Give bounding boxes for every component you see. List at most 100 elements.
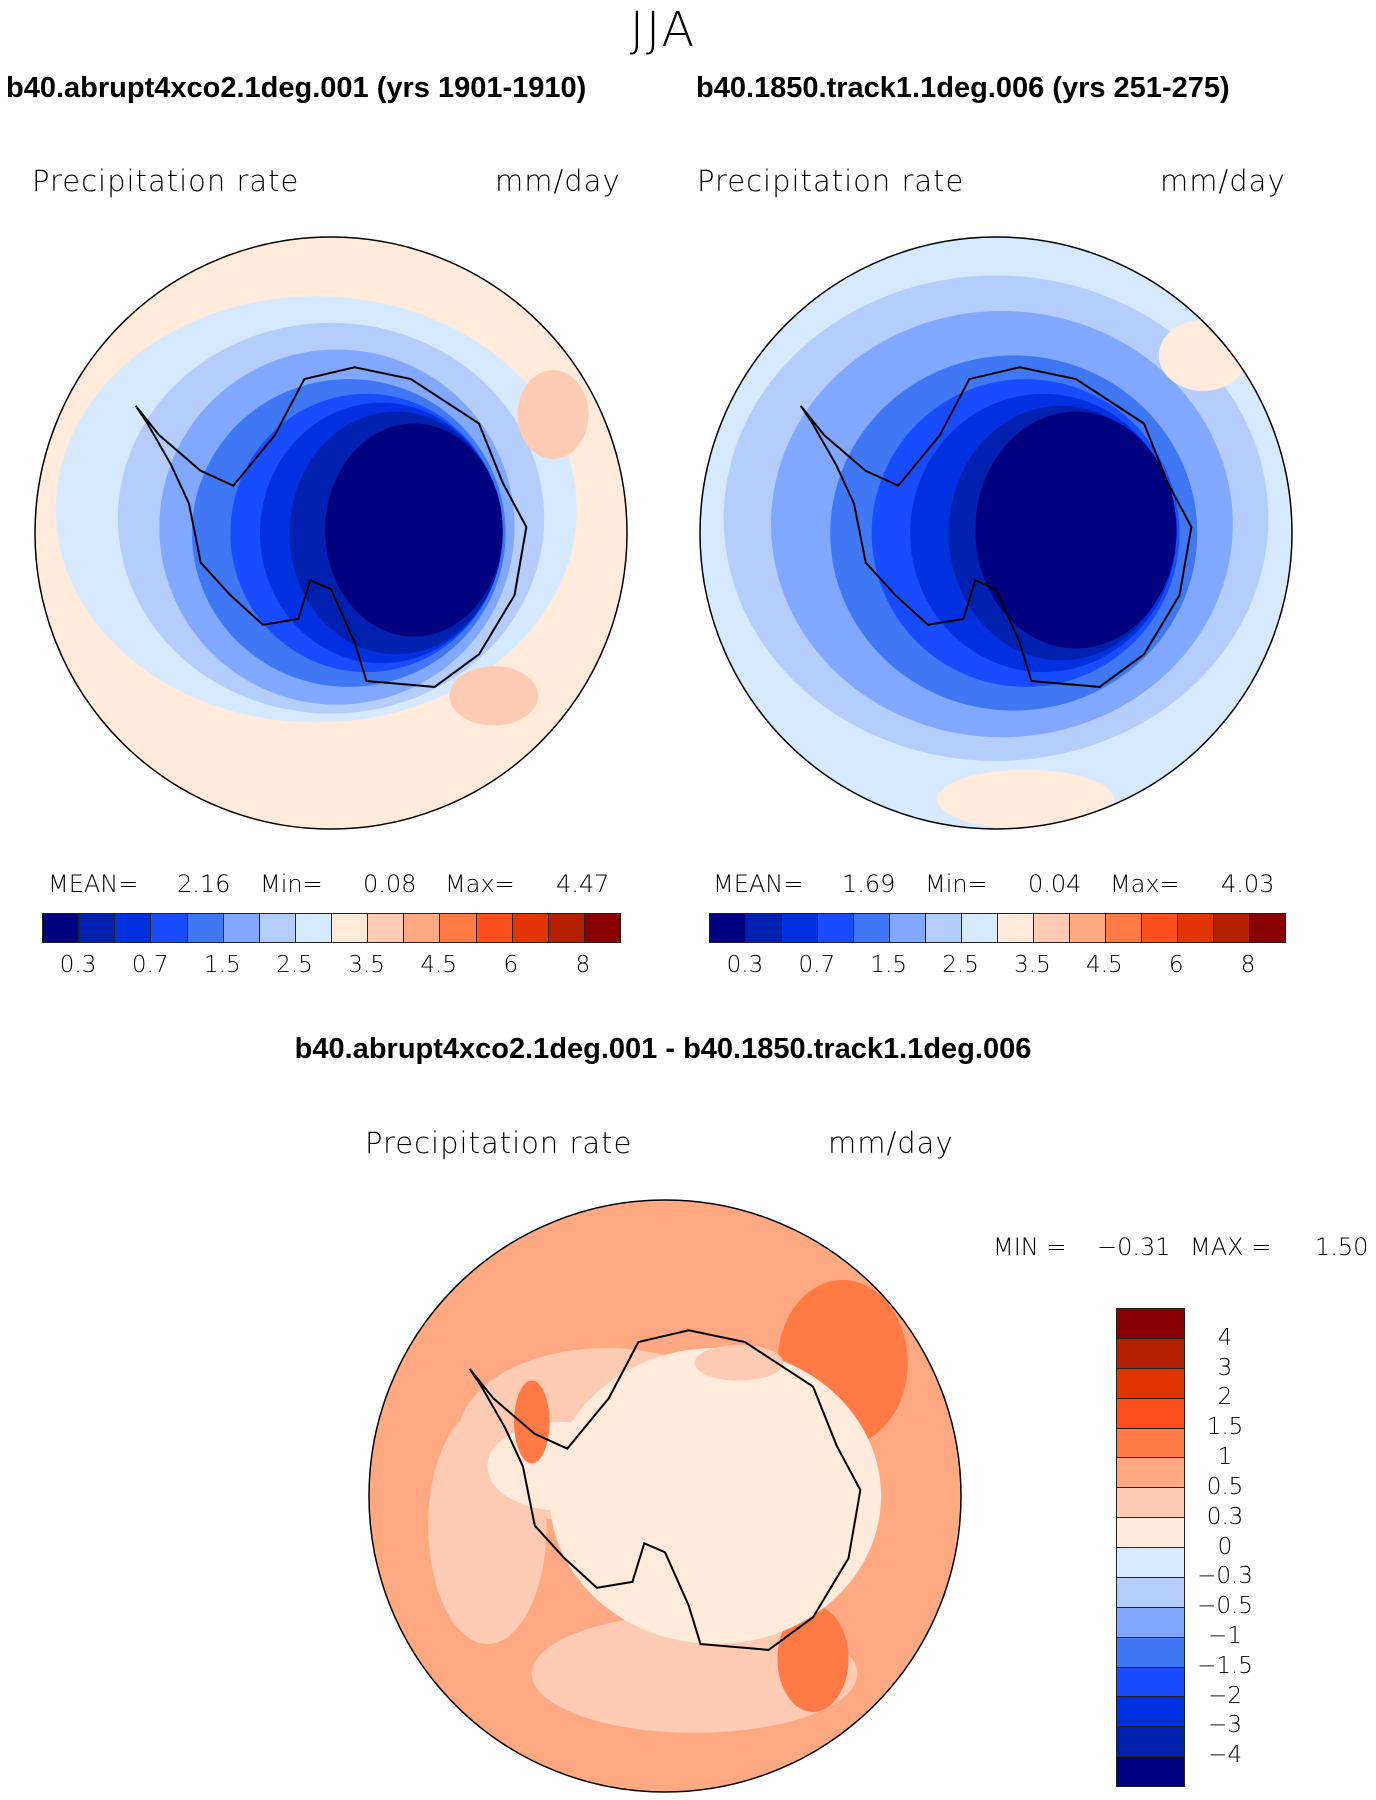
precip-contour-region xyxy=(1158,319,1248,391)
colorbar-tick-label: 4 xyxy=(1217,1324,1233,1351)
colorbar-swatch xyxy=(1178,914,1214,942)
precip-contour-region xyxy=(514,1380,550,1464)
colorbar-swatch xyxy=(818,914,854,942)
diff-min-value: −0.31 xyxy=(1097,1233,1171,1261)
difference-polar-map xyxy=(368,1199,962,1793)
map-boundary xyxy=(699,236,1293,830)
colorbar-tick-label: 2 xyxy=(1217,1384,1233,1411)
colorbar-tick-label: 8 xyxy=(1240,952,1256,978)
colorbar-swatch xyxy=(1117,1637,1184,1668)
colorbar-swatch xyxy=(1117,1667,1184,1698)
right-min-label: Min= xyxy=(925,870,988,898)
colorbar-swatch xyxy=(854,914,890,942)
left-min-label: Min= xyxy=(260,870,323,898)
colorbar-swatch xyxy=(962,914,998,942)
colorbar-tick-label: 6 xyxy=(1168,952,1184,978)
left-mean-label: MEAN= xyxy=(48,870,139,898)
diff-units-label: mm/day xyxy=(828,1126,954,1160)
colorbar-tick-label: 1 xyxy=(1217,1444,1233,1471)
colorbar-swatch xyxy=(890,914,926,942)
diff-max-value: 1.50 xyxy=(1315,1233,1369,1261)
difference-panel-title: b40.abrupt4xco2.1deg.001 - b40.1850.trac… xyxy=(294,1033,1032,1065)
precip-contour-region xyxy=(694,1345,784,1381)
precip-contour-region xyxy=(449,666,539,726)
colorbar-tick-label: 3.5 xyxy=(348,952,385,978)
right-mean-value: 1.69 xyxy=(842,870,896,898)
colorbar-tick-label: 0.3 xyxy=(1206,1503,1244,1530)
colorbar-swatch xyxy=(1034,914,1070,942)
left-mean-value: 2.16 xyxy=(177,870,231,898)
left-units-label: mm/day xyxy=(495,164,621,198)
colorbar-tick-label: 0 xyxy=(1217,1533,1233,1560)
colorbar-swatch xyxy=(476,914,513,942)
colorbar-swatch xyxy=(1117,1697,1184,1728)
colorbar-swatch xyxy=(1214,914,1250,942)
colorbar-swatch xyxy=(440,914,477,942)
colorbar-swatch xyxy=(1117,1518,1184,1548)
right-colorbar xyxy=(709,913,1286,943)
colorbar-tick-label: 1.5 xyxy=(204,952,241,978)
colorbar-swatch xyxy=(746,914,782,942)
colorbar-swatch xyxy=(1117,1368,1184,1399)
diff-min-label: MIN = xyxy=(993,1233,1067,1261)
left-polar-map xyxy=(34,236,628,830)
colorbar-swatch xyxy=(259,914,296,942)
right-variable-label: Precipitation rate xyxy=(697,164,965,198)
precip-contour-region xyxy=(517,370,589,459)
colorbar-swatch xyxy=(1117,1338,1184,1369)
colorbar-tick-label: 0.3 xyxy=(726,952,764,978)
colorbar-tick-label: 0.7 xyxy=(131,952,169,978)
precip-contour-region xyxy=(549,1348,882,1644)
colorbar-swatch xyxy=(368,914,405,942)
precip-contour-region xyxy=(975,411,1177,649)
colorbar-swatch xyxy=(1250,914,1285,942)
colorbar-swatch xyxy=(1117,1488,1184,1519)
colorbar-swatch xyxy=(926,914,962,942)
colorbar-tick-label: 8 xyxy=(575,952,591,978)
colorbar-swatch xyxy=(1117,1757,1184,1786)
colorbar-swatch xyxy=(1117,1398,1184,1429)
colorbar-swatch xyxy=(548,914,585,942)
colorbar-tick-label: −1.5 xyxy=(1197,1652,1253,1679)
colorbar-tick-label: 6 xyxy=(503,952,519,978)
colorbar-tick-label: 0.5 xyxy=(1206,1473,1244,1500)
colorbar-swatch xyxy=(1070,914,1106,942)
colorbar-swatch xyxy=(295,914,332,942)
left-max-value: 4.47 xyxy=(556,870,610,898)
colorbar-tick-label: 2.5 xyxy=(942,952,979,978)
colorbar-swatch xyxy=(1106,914,1142,942)
left-panel-title: b40.abrupt4xco2.1deg.001 (yrs 1901-1910) xyxy=(6,72,587,104)
colorbar-swatch xyxy=(710,914,746,942)
colorbar-tick-label: −1 xyxy=(1208,1622,1242,1649)
left-max-label: Max= xyxy=(445,870,515,898)
map-boundary xyxy=(368,1199,962,1793)
right-max-label: Max= xyxy=(1110,870,1180,898)
colorbar-swatch xyxy=(404,914,441,942)
right-polar-map xyxy=(699,236,1293,830)
colorbar-swatch xyxy=(115,914,152,942)
colorbar-tick-label: 1.5 xyxy=(870,952,907,978)
colorbar-tick-label: −0.5 xyxy=(1197,1593,1253,1620)
left-variable-label: Precipitation rate xyxy=(32,164,300,198)
colorbar-tick-label: 0.7 xyxy=(798,952,836,978)
precip-contour-region xyxy=(325,423,503,637)
colorbar-swatch xyxy=(1117,1428,1184,1459)
precip-contour-region xyxy=(777,1605,849,1713)
colorbar-swatch xyxy=(43,914,80,942)
colorbar-swatch xyxy=(332,914,369,942)
colorbar-tick-label: −2 xyxy=(1208,1682,1242,1709)
diff-variable-label: Precipitation rate xyxy=(365,1126,633,1160)
colorbar-tick-label: 4.5 xyxy=(420,952,457,978)
right-panel-title: b40.1850.track1.1deg.006 (yrs 251-275) xyxy=(696,72,1230,104)
colorbar-tick-label: 0.3 xyxy=(59,952,97,978)
diff-max-label: MAX = xyxy=(1190,1233,1272,1261)
antarctica-coastline xyxy=(799,366,1193,688)
colorbar-swatch xyxy=(1117,1309,1184,1339)
colorbar-tick-label: 4.5 xyxy=(1086,952,1123,978)
precip-contour-region xyxy=(936,769,1115,829)
colorbar-swatch xyxy=(1117,1548,1184,1578)
colorbar-swatch xyxy=(782,914,818,942)
colorbar-swatch xyxy=(1117,1577,1184,1608)
colorbar-tick-label: −3 xyxy=(1208,1712,1242,1739)
right-min-value: 0.04 xyxy=(1028,870,1082,898)
